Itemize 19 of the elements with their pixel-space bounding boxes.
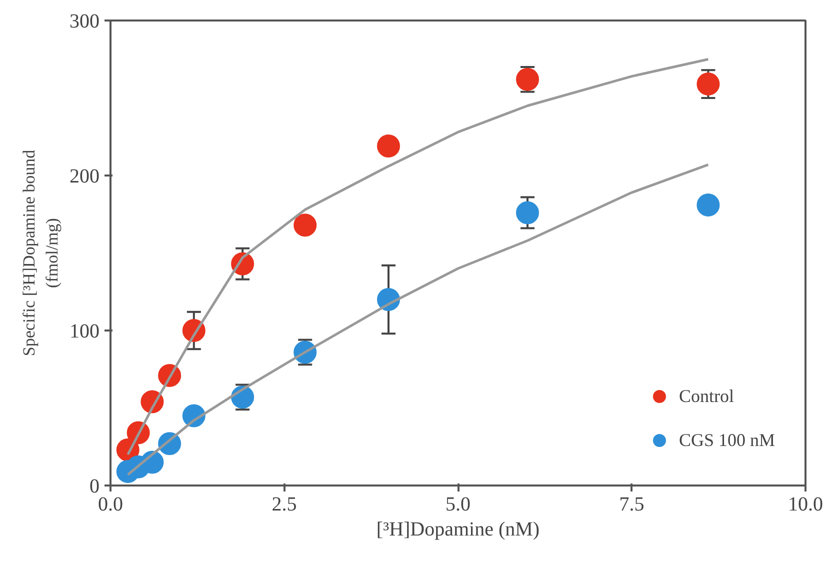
y-tick-label: 200	[70, 166, 100, 188]
x-axis-title: [³H]Dopamine (nM)	[376, 518, 540, 540]
x-tick-label: 7.5	[619, 494, 644, 516]
point	[516, 68, 539, 91]
point	[516, 201, 539, 224]
y-tick-label: 300	[70, 10, 100, 32]
y-tick-label: 100	[70, 320, 100, 342]
x-tick-label: 2.5	[272, 494, 297, 516]
x-tick-label: 0.0	[98, 494, 123, 516]
point	[294, 214, 317, 237]
legend-label: Control	[678, 386, 734, 406]
point	[696, 193, 720, 216]
x-tick-label: 10.0	[788, 494, 823, 516]
point	[696, 72, 720, 96]
x-tick-label: 5.0	[446, 494, 470, 516]
point	[377, 134, 400, 158]
y-axis-title: Specific [³H]Dopamine bound (fmol/mg)	[20, 149, 62, 356]
y-tick-label: 0	[90, 476, 100, 498]
legend-label: CGS 100 nM	[678, 430, 775, 450]
